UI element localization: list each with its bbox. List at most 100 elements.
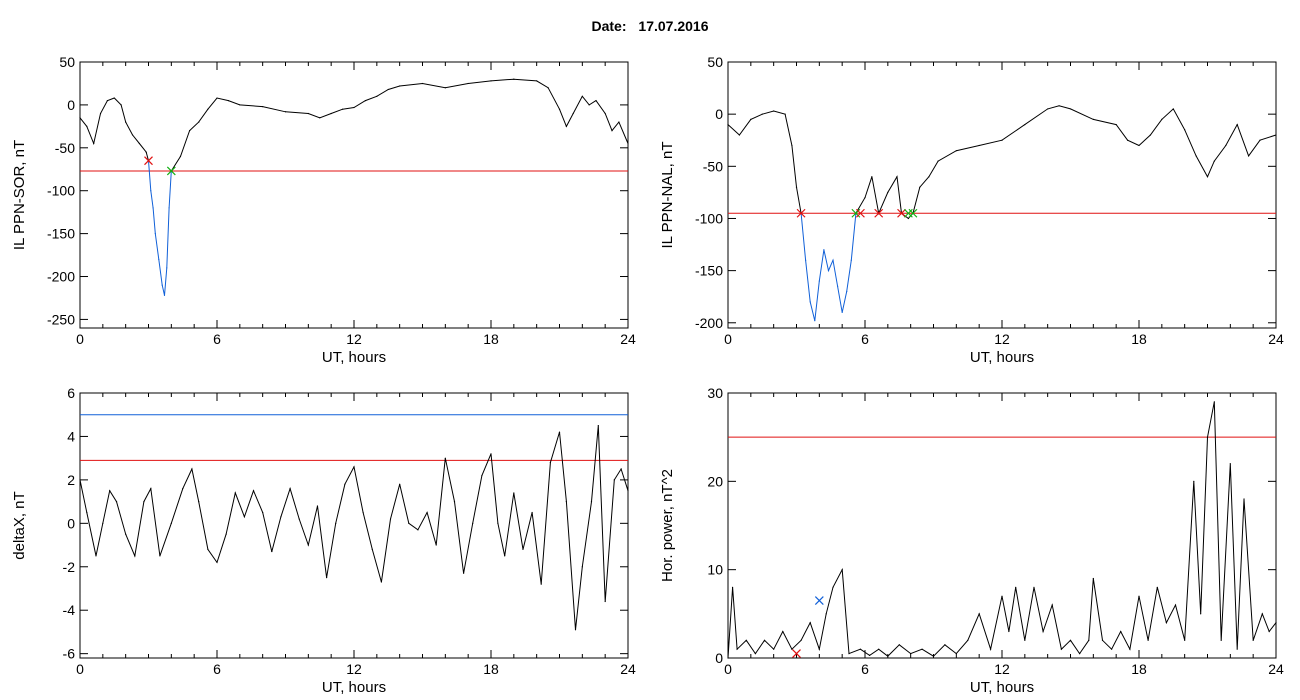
- data-point: [955, 652, 957, 655]
- y-tick-label: -250: [47, 311, 75, 327]
- data-point: [907, 217, 909, 220]
- x-axis-label: UT, hours: [970, 679, 1034, 696]
- x-tick-label: 18: [1131, 331, 1147, 347]
- data-point: [967, 639, 969, 641]
- data-point: [207, 108, 209, 110]
- data-point: [1156, 586, 1158, 588]
- x-tick-label: 12: [346, 331, 362, 347]
- data-point: [1111, 648, 1113, 650]
- plot-frame: [79, 61, 629, 329]
- data-point: [371, 548, 373, 550]
- data-point: [316, 505, 319, 507]
- data-point: [846, 290, 848, 293]
- y-tick-label: 0: [715, 106, 723, 122]
- data-point: [380, 581, 382, 583]
- data-point: [472, 522, 474, 524]
- data-point: [581, 95, 583, 97]
- y-axis-label: IL PPN-SOR, nT: [11, 140, 28, 250]
- data-point: [252, 490, 255, 492]
- data-point: [364, 100, 367, 102]
- data-point: [1275, 622, 1277, 624]
- data-point: [604, 112, 606, 115]
- data-point: [1058, 105, 1060, 107]
- y-tick-label: 2: [67, 472, 75, 488]
- data-point: [1088, 639, 1090, 641]
- data-point: [353, 106, 355, 109]
- data-point: [161, 284, 163, 286]
- data-point: [444, 457, 446, 459]
- data-point: [513, 78, 515, 80]
- x-axis-label: UT, hours: [970, 349, 1034, 366]
- data-point: [179, 155, 182, 157]
- data-point: [549, 461, 551, 464]
- data-point: [216, 561, 218, 564]
- data-point: [131, 134, 134, 136]
- data-point: [1008, 630, 1010, 633]
- series-line-black: [79, 425, 629, 630]
- data-point: [590, 501, 593, 503]
- data-point: [581, 566, 583, 568]
- data-point: [761, 113, 763, 115]
- y-tick-label: -150: [47, 226, 75, 242]
- data-point: [1161, 118, 1163, 120]
- data-point: [227, 100, 230, 102]
- data-point: [565, 125, 567, 127]
- data-point: [604, 600, 606, 603]
- data-point: [738, 134, 741, 136]
- data-point: [95, 555, 97, 557]
- series-line-blue: [800, 213, 857, 321]
- data-point: [1259, 139, 1261, 141]
- data-point: [731, 586, 734, 588]
- data-point: [1165, 622, 1167, 624]
- data-point: [216, 97, 218, 99]
- data-point: [198, 501, 200, 503]
- data-point: [763, 639, 766, 641]
- data-point: [115, 501, 118, 503]
- data-point: [113, 97, 115, 99]
- data-point: [79, 117, 81, 119]
- data-point: [138, 142, 140, 145]
- data-point: [99, 112, 102, 115]
- data-point: [497, 522, 499, 524]
- data-point: [106, 100, 108, 102]
- data-point: [978, 613, 980, 615]
- data-point: [928, 176, 930, 178]
- data-point: [145, 151, 147, 153]
- data-point: [280, 516, 282, 518]
- x-axis-label: UT, hours: [322, 349, 386, 366]
- x-tick-label: 24: [620, 661, 636, 677]
- x-tick-label: 24: [1268, 331, 1284, 347]
- data-point: [163, 294, 166, 296]
- data-point: [335, 522, 337, 524]
- data-point: [490, 80, 492, 82]
- data-point: [773, 648, 775, 650]
- y-tick-label: -6: [63, 646, 76, 662]
- data-point: [453, 501, 456, 503]
- x-tick-label: 18: [1131, 661, 1147, 677]
- data-point: [1252, 639, 1254, 641]
- y-tick-label: 30: [707, 385, 723, 401]
- x-tick-label: 18: [483, 661, 499, 677]
- data-point: [417, 529, 419, 531]
- data-point: [362, 511, 364, 514]
- x-tick-label: 6: [213, 661, 221, 677]
- data-point: [319, 117, 321, 119]
- data-point: [595, 100, 597, 102]
- y-tick-label: -100: [47, 183, 75, 199]
- data-point: [1069, 108, 1072, 110]
- data-point: [832, 259, 834, 261]
- plot-frame: [727, 61, 1277, 329]
- data-point: [565, 501, 567, 503]
- data-point: [120, 104, 122, 106]
- y-tick-label: -150: [695, 263, 723, 279]
- data-point: [143, 501, 145, 503]
- data-point: [1193, 480, 1195, 482]
- data-point: [158, 258, 160, 260]
- data-point: [189, 130, 191, 132]
- marker-red: [796, 208, 806, 218]
- data-point: [809, 622, 811, 624]
- y-tick-label: 0: [715, 650, 723, 666]
- data-point: [1229, 463, 1231, 465]
- data-point: [932, 655, 935, 657]
- data-point: [271, 550, 273, 553]
